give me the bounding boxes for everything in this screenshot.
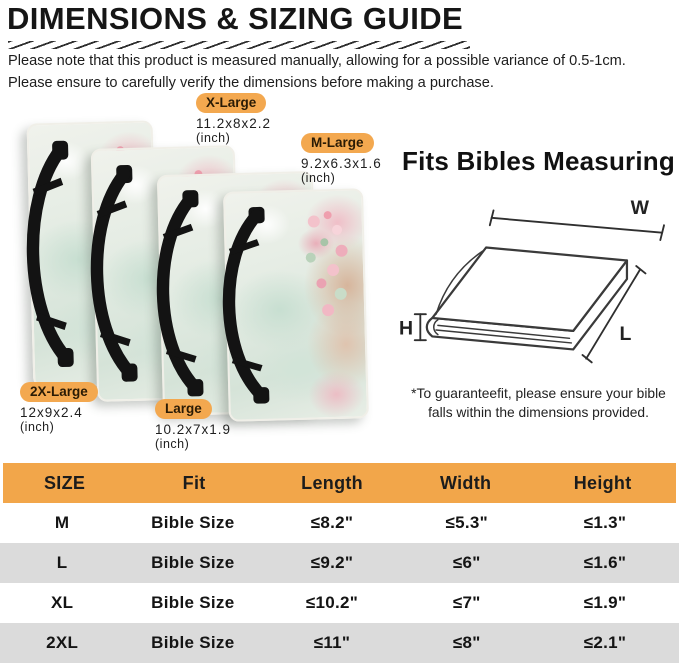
- cell-height: ≤1.9": [583, 593, 627, 612]
- size-unit: (inch): [20, 420, 55, 434]
- cell-fit: Bible Size: [151, 513, 235, 532]
- table-row-m: M Bible Size ≤8.2" ≤5.3" ≤1.3": [0, 503, 679, 543]
- size-dimensions: 11.2x8x2.2: [196, 116, 272, 131]
- table-row-2xl: 2XL Bible Size ≤11" ≤8" ≤2.1": [0, 623, 679, 663]
- cell-width: ≤5.3": [445, 513, 489, 532]
- cell-length: ≤10.2": [305, 593, 359, 612]
- size-dimensions: 9.2x6.3x1.6: [301, 156, 382, 171]
- cell-fit: Bible Size: [151, 553, 235, 572]
- cell-length: ≤9.2": [310, 553, 354, 572]
- cell-length: ≤11": [313, 633, 351, 652]
- column-header-size: SIZE: [43, 472, 86, 493]
- width-dimension-label: W: [631, 197, 650, 219]
- size-unit: (inch): [155, 437, 190, 451]
- cell-height: ≤1.3": [583, 513, 627, 532]
- cell-width: ≤6": [452, 553, 481, 572]
- note-line-2: Please ensure to carefully verify the di…: [8, 74, 494, 91]
- column-header-height: Height: [573, 472, 632, 493]
- size-badge: Large: [155, 399, 212, 419]
- carry-handle-icon: [156, 190, 204, 397]
- cell-size: XL: [50, 593, 74, 612]
- size-dimensions: 10.2x7x1.9: [155, 422, 232, 437]
- size-callout-2x-large: 2X-Large 12x9x2.4 (inch): [20, 382, 98, 434]
- cell-size: M: [54, 513, 70, 532]
- bible-cover-m-large: [222, 188, 369, 422]
- fits-section: Fits Bibles Measuring W H: [398, 0, 679, 464]
- table-row-l: L Bible Size ≤9.2" ≤6" ≤1.6": [0, 543, 679, 583]
- size-unit: (inch): [301, 171, 336, 185]
- bible-cover-large: [156, 170, 320, 417]
- size-badge: X-Large: [196, 93, 267, 113]
- cell-size: L: [56, 553, 68, 572]
- cell-width: ≤7": [452, 593, 481, 612]
- cell-height: ≤2.1": [583, 633, 627, 652]
- page-title: DIMENSIONS & SIZING GUIDE: [7, 1, 464, 36]
- bible-measurement-diagram: W H L: [399, 197, 665, 364]
- cell-width: ≤8": [452, 633, 481, 652]
- size-callout-large: Large 10.2x7x1.9 (inch): [155, 399, 231, 451]
- product-photo: X-Large 11.2x8x2.2 (inch) M-Large 9.2x6.…: [0, 86, 400, 464]
- size-badge: M-Large: [301, 133, 374, 153]
- column-header-length: Length: [301, 472, 363, 493]
- table-header-row: SIZE Fit Length Width Height: [3, 463, 676, 503]
- size-callout-m-large: M-Large 9.2x6.3x1.6 (inch): [301, 133, 382, 185]
- height-dimension-label: H: [399, 318, 413, 340]
- table-row-xl: XL Bible Size ≤10.2" ≤7" ≤1.9": [0, 583, 679, 623]
- hatch-divider: [8, 41, 470, 49]
- size-badge: 2X-Large: [20, 382, 98, 402]
- cell-fit: Bible Size: [151, 593, 235, 612]
- carry-handle-icon: [26, 140, 74, 367]
- length-dimension-label: L: [620, 323, 632, 345]
- size-table: SIZE Fit Length Width Height M Bible Siz…: [0, 463, 679, 663]
- cell-size: 2XL: [46, 633, 79, 652]
- size-dimensions: 12x9x2.4: [20, 405, 83, 420]
- cell-height: ≤1.6": [583, 553, 627, 572]
- size-unit: (inch): [196, 131, 231, 145]
- cell-length: ≤8.2": [310, 513, 354, 532]
- fits-heading: Fits Bibles Measuring: [402, 146, 675, 176]
- measurement-note: Please note that this product is measure…: [8, 51, 672, 94]
- column-header-width: Width: [439, 472, 492, 493]
- bible-cover-2x-large: [26, 120, 160, 388]
- bible-cover-x-large: [90, 145, 242, 402]
- size-callout-x-large: X-Large 11.2x8x2.2 (inch): [196, 93, 271, 145]
- carry-handle-icon: [222, 206, 270, 404]
- cell-fit: Bible Size: [151, 633, 235, 652]
- column-header-fit: Fit: [182, 472, 206, 493]
- fit-guarantee-note: *To guaranteefit, please ensure your bib…: [411, 386, 666, 420]
- carry-handle-icon: [90, 164, 138, 382]
- note-line-1: Please note that this product is measure…: [8, 53, 626, 69]
